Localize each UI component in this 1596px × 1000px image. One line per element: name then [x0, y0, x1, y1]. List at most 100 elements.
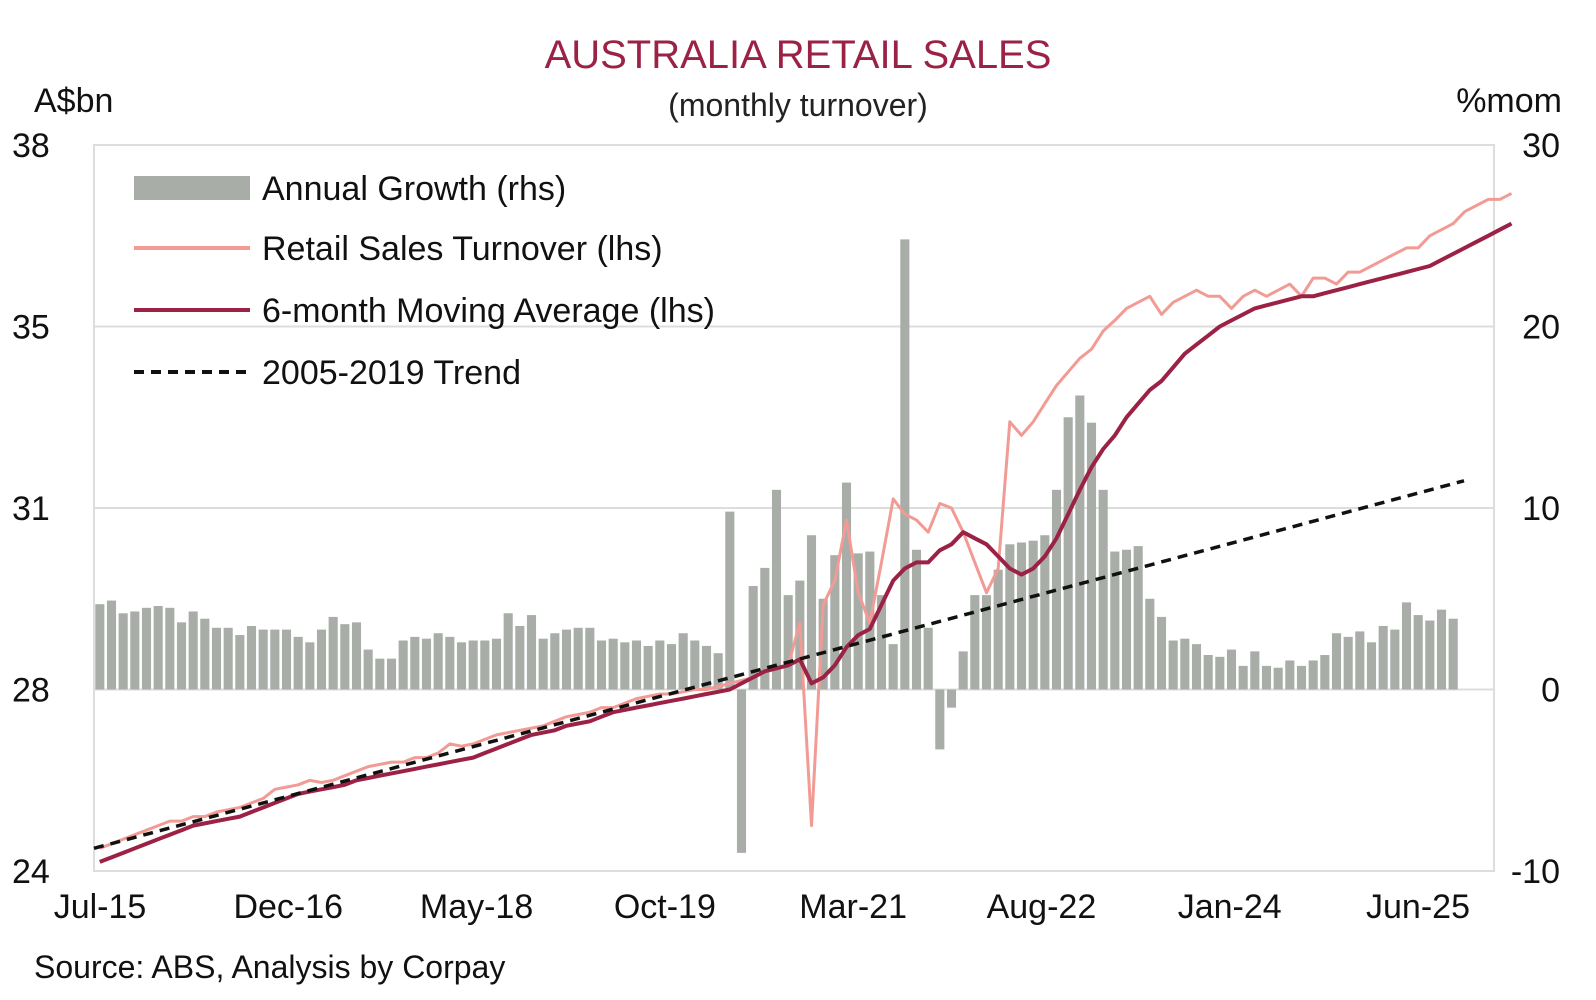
right-tick-label: -10 — [1511, 853, 1560, 891]
growth-bar — [188, 611, 198, 690]
growth-bar — [1005, 544, 1015, 690]
growth-bar — [596, 640, 607, 690]
source-note: Source: ABS, Analysis by Corpay — [34, 949, 505, 985]
growth-bar — [783, 595, 793, 690]
plot-frame — [93, 144, 1495, 872]
growth-bar — [421, 638, 432, 690]
growth-bar — [1156, 616, 1167, 690]
growth-bar — [398, 640, 408, 690]
growth-bar — [806, 535, 817, 690]
growth-bar — [1331, 633, 1342, 690]
growth-bar — [165, 607, 175, 690]
growth-bar — [445, 636, 455, 690]
trend-line — [93, 479, 1465, 851]
growth-bar — [456, 642, 467, 690]
growth-bar — [153, 606, 163, 690]
growth-bar — [841, 482, 852, 690]
growth-bar — [270, 629, 280, 690]
growth-bar — [503, 613, 513, 690]
right-tick-label: 10 — [1522, 490, 1560, 528]
growth-bar — [666, 644, 677, 690]
growth-bar — [1250, 651, 1260, 690]
growth-bar — [176, 622, 187, 690]
growth-bar — [363, 649, 373, 690]
growth-bar — [1180, 638, 1190, 690]
growth-bar — [1215, 656, 1225, 690]
growth-bar — [1086, 422, 1097, 690]
growth-bar — [830, 555, 840, 690]
growth-bar — [106, 600, 117, 690]
growth-bar — [701, 645, 712, 690]
growth-bar — [95, 604, 105, 690]
x-tick-label: Oct-19 — [614, 888, 716, 926]
legend-label-moving-average: 6-month Moving Average (lhs) — [262, 292, 715, 330]
growth-bar — [316, 629, 327, 690]
growth-bar — [211, 627, 222, 690]
growth-bar — [246, 625, 257, 690]
growth-bar — [305, 642, 315, 690]
growth-bar — [130, 611, 140, 690]
growth-bar — [1238, 665, 1248, 690]
growth-bar — [958, 651, 968, 690]
growth-bar — [1226, 649, 1237, 690]
x-tick-label: Mar-21 — [799, 888, 907, 926]
growth-bar — [328, 616, 338, 690]
growth-bar — [1413, 615, 1423, 690]
growth-bar — [736, 689, 747, 853]
growth-bar — [1110, 551, 1120, 690]
right-tick-label: 0 — [1541, 672, 1560, 710]
growth-bar — [1203, 655, 1213, 690]
growth-bar — [725, 511, 735, 690]
growth-bar — [853, 553, 863, 690]
growth-bar — [1145, 598, 1155, 690]
x-tick-label: Aug-22 — [987, 888, 1097, 926]
growth-bar — [1273, 667, 1283, 690]
growth-bar — [1075, 395, 1085, 690]
left-tick-label: 24 — [12, 853, 50, 891]
growth-bar — [678, 633, 688, 690]
annual-growth-bars — [95, 239, 1458, 853]
growth-bar — [1390, 629, 1400, 690]
growth-bar — [1040, 535, 1050, 690]
left-tick-label: 28 — [12, 672, 50, 710]
growth-bar — [1366, 642, 1377, 690]
left-tick-label: 31 — [12, 490, 50, 528]
growth-bar — [200, 618, 210, 690]
legend-label-turnover: Retail Sales Turnover (lhs) — [262, 230, 663, 268]
growth-bar — [981, 595, 992, 690]
growth-bar — [118, 613, 128, 690]
growth-bar — [1051, 489, 1062, 690]
growth-bar — [643, 645, 653, 690]
right-axis-ticks: -10 0 10 20 30 — [1511, 127, 1560, 891]
growth-bar — [1191, 644, 1202, 690]
x-tick-label: Jul-15 — [54, 888, 147, 926]
growth-bar — [1285, 660, 1295, 690]
growth-bar — [538, 638, 548, 690]
growth-bar — [468, 640, 478, 690]
growth-bar — [993, 569, 1003, 690]
growth-bar — [1425, 620, 1435, 690]
growth-bar — [515, 625, 525, 690]
left-tick-label: 38 — [12, 127, 50, 165]
growth-bar — [433, 633, 443, 690]
growth-bar — [900, 239, 910, 690]
growth-bar — [1133, 546, 1143, 690]
growth-bar — [923, 627, 933, 690]
growth-bar — [911, 549, 922, 690]
growth-bar — [620, 642, 630, 690]
growth-bar — [340, 624, 350, 690]
growth-bar — [1448, 618, 1458, 690]
growth-bar — [293, 636, 303, 690]
growth-bar — [491, 638, 502, 690]
growth-bar — [375, 658, 385, 690]
growth-bar — [281, 629, 292, 690]
growth-bar — [748, 586, 758, 690]
growth-bar — [258, 629, 268, 690]
turnover-line — [99, 192, 1513, 850]
legend-label-annual-growth: Annual Growth (rhs) — [262, 170, 566, 208]
growth-bar — [655, 640, 665, 690]
moving-average-line — [99, 221, 1513, 864]
legend: Annual Growth (rhs) Retail Sales Turnove… — [134, 170, 715, 392]
growth-bar — [141, 607, 152, 690]
